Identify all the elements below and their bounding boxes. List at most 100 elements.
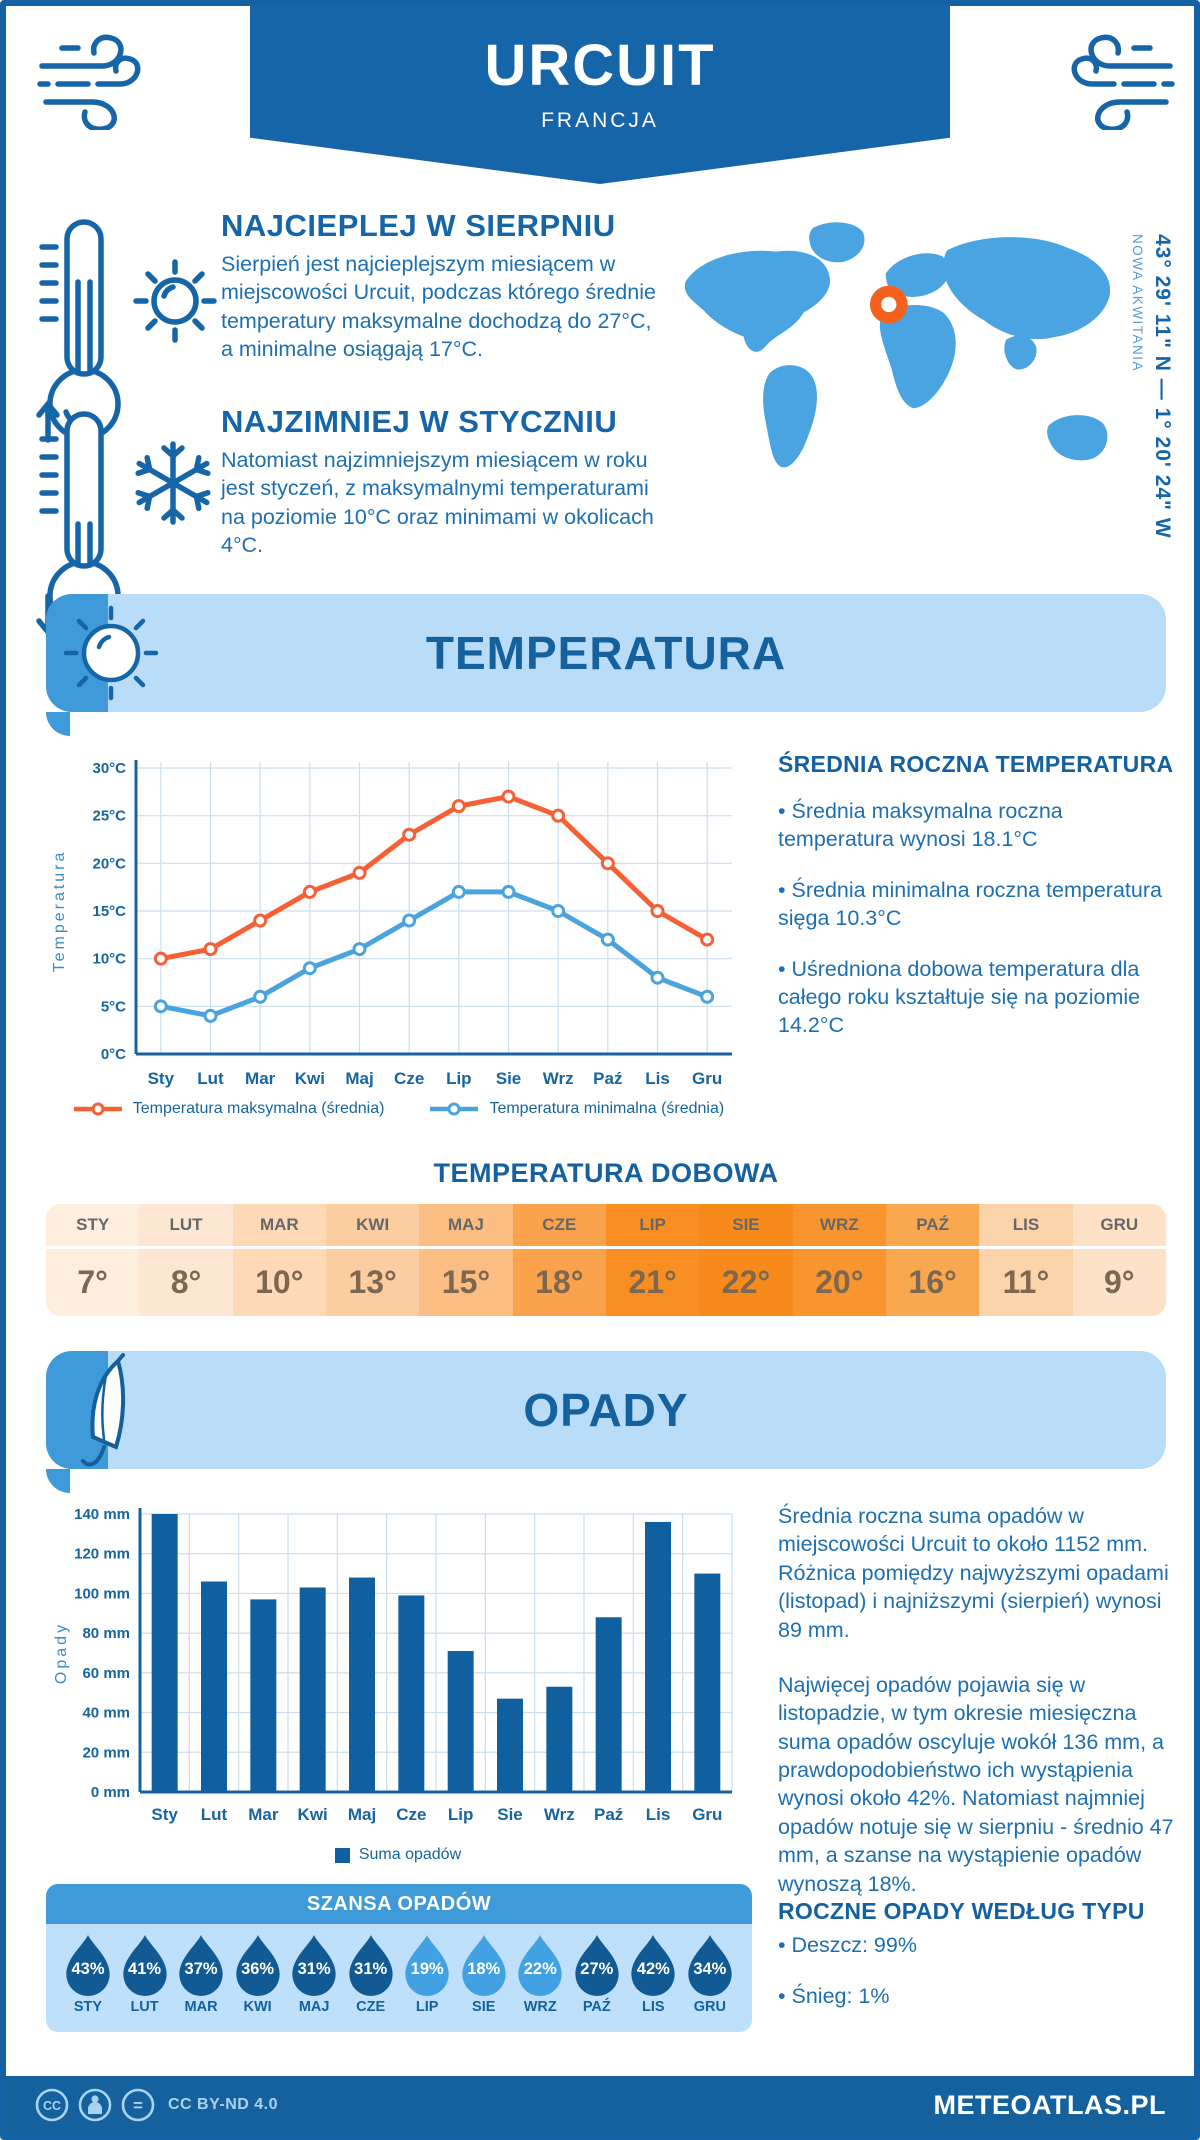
chance-drop: 18% SIE: [458, 1933, 510, 2032]
chance-month: PAŹ: [582, 1999, 611, 2015]
sun-banner-icon: [63, 605, 159, 701]
water-drop-icon: [405, 1935, 449, 1996]
precipitation-paragraphs: Średnia roczna suma opadów w miejscowośc…: [778, 1502, 1176, 1925]
precipitation-bar: [349, 1577, 375, 1792]
svg-text:Cze: Cze: [396, 1805, 426, 1824]
svg-text:25°C: 25°C: [92, 808, 126, 825]
chance-month: LUT: [130, 1999, 159, 2015]
svg-text:0°C: 0°C: [101, 1046, 126, 1063]
water-drop-icon: [292, 1935, 336, 1996]
precipitation-bar: [201, 1581, 227, 1792]
daily-temp-column: GRU 9°: [1072, 1204, 1166, 1316]
annual-temperature-heading: ŚREDNIA ROCZNA TEMPERATURA: [778, 751, 1174, 777]
svg-text:Lis: Lis: [645, 1069, 670, 1088]
precipitation-legend: Suma opadów: [48, 1846, 748, 1864]
svg-text:10°C: 10°C: [92, 951, 126, 968]
legend-marker: [430, 1102, 479, 1116]
creative-commons-icons[interactable]: CC =: [34, 2086, 156, 2124]
precipitation-paragraph: Średnia roczna suma opadów w miejscowośc…: [778, 1504, 1169, 1642]
precipitation-section-title: OPADY: [523, 1384, 689, 1436]
daily-temp-month: MAJ: [419, 1204, 513, 1249]
temperature-legend: Temperatura maksymalna (średnia) Temperat…: [48, 1100, 748, 1118]
site-link[interactable]: METEOATLAS.PL: [933, 2089, 1166, 2120]
precipitation-type-bullet: • Śnieg: 1%: [778, 1983, 890, 2008]
svg-text:140 mm: 140 mm: [74, 1506, 130, 1523]
daily-temp-value: 22°: [721, 1264, 771, 1300]
svg-text:Paź: Paź: [593, 1069, 622, 1088]
page-title: URCUIT: [484, 33, 716, 98]
snowflake-icon: [135, 441, 211, 525]
daily-temp-value: 20°: [815, 1264, 864, 1300]
daily-temp-column: SIE 22°: [699, 1204, 793, 1316]
daily-temp-value: 16°: [908, 1264, 957, 1300]
chance-month: GRU: [693, 1999, 726, 2015]
daily-temp-month: LUT: [139, 1204, 233, 1249]
title-banner: URCUIT FRANCJA: [250, 6, 950, 184]
precipitation-chance-panel: SZANSA OPADÓW 43% STY 41% LUT 37% MAR 36% KWI 31…: [46, 1884, 752, 2032]
annual-temperature-bullets: • Średnia maksymalna roczna temperatura …: [778, 798, 1176, 1063]
svg-text:Mar: Mar: [245, 1069, 276, 1088]
svg-text:Sie: Sie: [497, 1805, 523, 1824]
daily-temp-month: LIP: [605, 1204, 700, 1249]
svg-text:120 mm: 120 mm: [74, 1546, 130, 1563]
svg-text:Gru: Gru: [692, 1805, 722, 1824]
thermometer-up-icon: [36, 219, 121, 443]
chance-percentage: 41%: [128, 1960, 162, 1978]
annual-bullet: • Średnia minimalna roczna temperatura s…: [778, 877, 1162, 930]
water-drop-icon: [575, 1935, 619, 1996]
temperature-section-title: TEMPERATURA: [425, 627, 787, 679]
daily-temp-column: KWI 13°: [325, 1204, 420, 1316]
water-drop-icon: [688, 1935, 732, 1996]
precipitation-bar: [497, 1698, 523, 1792]
svg-text:20 mm: 20 mm: [82, 1744, 130, 1761]
world-map: [684, 222, 1111, 468]
chance-month: STY: [73, 1999, 103, 2015]
precipitation-bar: [398, 1595, 425, 1792]
svg-text:Cze: Cze: [394, 1069, 424, 1088]
precipitation-section-banner: OPADY: [46, 1351, 1166, 1493]
chance-month: CZE: [356, 1999, 386, 2015]
chance-percentage: 22%: [523, 1960, 557, 1978]
svg-text:Wrz: Wrz: [543, 1069, 574, 1088]
daily-temp-column: MAR 10°: [232, 1204, 326, 1316]
precipitation-bar: [694, 1573, 721, 1792]
legend-square-icon: [334, 1847, 350, 1863]
coldest-heading: NAJZIMNIEJ W STYCZNIU: [221, 404, 618, 439]
warmest-text: Sierpień jest najcieplejszym miesiącem w…: [221, 252, 656, 362]
chance-percentage: 43%: [71, 1960, 105, 1978]
daily-temperature-title: TEMPERATURA DOBOWA: [433, 1158, 779, 1188]
sun-icon: [133, 259, 217, 343]
chance-month: MAJ: [298, 1999, 330, 2015]
daily-temp-column: STY 7°: [46, 1204, 140, 1316]
precipitation-bar: [645, 1521, 671, 1792]
legend-label: Temperatura minimalna (średnia): [489, 1100, 725, 1117]
chance-month: WRZ: [523, 1999, 557, 2015]
water-drop-icon: [122, 1935, 167, 1996]
location-marker: [869, 285, 908, 324]
precipitation-bar: [299, 1587, 326, 1792]
umbrella-icon: [81, 1353, 126, 1467]
chance-drop: 22% WRZ: [514, 1933, 566, 2032]
svg-text:Gru: Gru: [692, 1069, 722, 1088]
license-label[interactable]: CC BY-ND 4.0: [168, 2096, 279, 2113]
svg-text:Kwi: Kwi: [295, 1069, 325, 1088]
daily-temp-value: 18°: [535, 1264, 584, 1300]
chance-percentage: 31%: [354, 1960, 388, 1978]
water-drop-icon: [631, 1935, 675, 1996]
chance-drop: 31% CZE: [345, 1933, 397, 2032]
legend-item: Temperatura maksymalna (średnia): [72, 1100, 384, 1118]
chance-month: LIP: [415, 1999, 439, 2015]
svg-text:CC: CC: [43, 2099, 61, 2113]
chance-percentage: 34%: [693, 1960, 727, 1978]
daily-temp-value: 13°: [348, 1264, 397, 1300]
daily-temp-month: KWI: [325, 1204, 420, 1249]
daily-temp-value: 7°: [77, 1264, 108, 1300]
temperature-section-banner: TEMPERATURA: [46, 594, 1166, 736]
precipitation-type-bullet: • Deszcz: 99%: [778, 1933, 917, 1957]
chance-drop: 31% MAJ: [288, 1933, 340, 2032]
svg-text:Paź: Paź: [594, 1805, 623, 1824]
chance-drop: 37% MAR: [175, 1933, 227, 2032]
legend-marker: [73, 1102, 122, 1116]
chance-drop: 43% STY: [62, 1933, 114, 2032]
svg-text:Kwi: Kwi: [298, 1805, 328, 1824]
